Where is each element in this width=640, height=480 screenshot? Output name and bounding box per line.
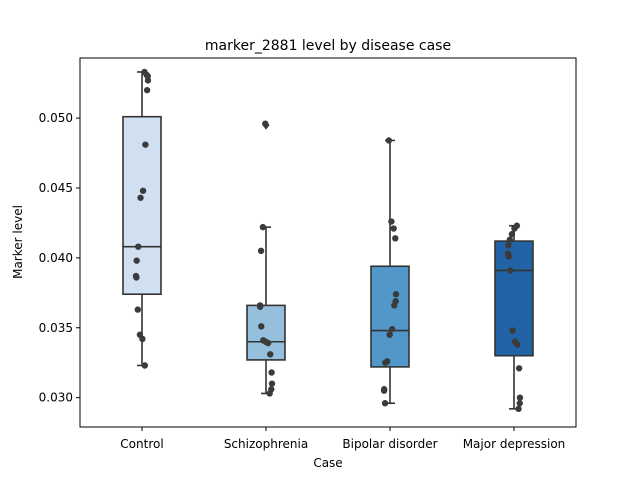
data-point xyxy=(507,267,514,274)
data-point xyxy=(267,351,274,358)
data-point xyxy=(382,359,389,366)
data-point xyxy=(506,236,514,243)
data-point xyxy=(515,405,522,413)
y-tick-label: 0.050 xyxy=(39,111,73,125)
x-tick-label: Major depression xyxy=(463,437,566,451)
plot-area xyxy=(122,68,534,413)
data-point xyxy=(142,141,149,148)
box-group-major-depression xyxy=(494,222,534,413)
x-tick-label: Control xyxy=(120,437,163,451)
data-point xyxy=(262,120,269,127)
data-point xyxy=(392,291,400,298)
data-point xyxy=(388,218,395,225)
data-point xyxy=(516,400,523,407)
data-point xyxy=(388,325,396,333)
data-point xyxy=(386,331,393,338)
data-point xyxy=(390,225,397,232)
data-point xyxy=(135,243,142,250)
data-point xyxy=(516,394,524,401)
data-point xyxy=(268,369,275,376)
box-iqr xyxy=(370,265,410,368)
data-point xyxy=(143,86,151,94)
box-group-control xyxy=(122,68,162,369)
axes-frame xyxy=(79,57,577,428)
y-tick-label: 0.040 xyxy=(39,251,73,265)
data-point xyxy=(144,77,152,84)
data-point xyxy=(514,341,521,348)
data-point xyxy=(256,303,264,310)
chart-title: marker_2881 level by disease case xyxy=(205,38,451,54)
data-point xyxy=(268,380,276,387)
data-point xyxy=(392,235,399,242)
y-tick-label: 0.030 xyxy=(39,391,73,405)
data-point xyxy=(137,194,144,201)
data-point xyxy=(139,187,147,194)
x-tick-label: Schizophrenia xyxy=(224,437,308,451)
box-group-schizophrenia xyxy=(246,120,286,397)
data-point xyxy=(258,323,265,330)
box-group-bipolar-disorder xyxy=(370,137,410,407)
data-point xyxy=(134,306,141,313)
data-point xyxy=(380,387,388,394)
data-point xyxy=(505,253,512,260)
data-point xyxy=(508,230,516,238)
data-point xyxy=(515,365,523,372)
data-point xyxy=(141,362,149,369)
box-iqr xyxy=(246,304,286,361)
x-tick-label: Bipolar disorder xyxy=(342,437,437,451)
data-point xyxy=(266,390,273,397)
data-point xyxy=(505,242,512,249)
y-tick-label: 0.045 xyxy=(39,181,73,195)
y-axis-label: Marker level xyxy=(11,205,25,279)
x-axis-label: Case xyxy=(313,456,342,470)
data-point xyxy=(381,400,389,407)
data-point xyxy=(385,137,393,144)
data-point xyxy=(511,225,518,232)
box-iqr xyxy=(494,240,534,357)
data-point xyxy=(264,339,272,347)
data-point xyxy=(509,327,516,334)
data-point xyxy=(133,274,140,281)
data-point xyxy=(259,223,267,231)
data-point xyxy=(139,335,146,343)
y-tick-label: 0.035 xyxy=(39,321,73,335)
data-point xyxy=(257,247,265,255)
data-point xyxy=(133,257,140,264)
box-iqr xyxy=(122,115,162,296)
data-point xyxy=(391,302,398,309)
